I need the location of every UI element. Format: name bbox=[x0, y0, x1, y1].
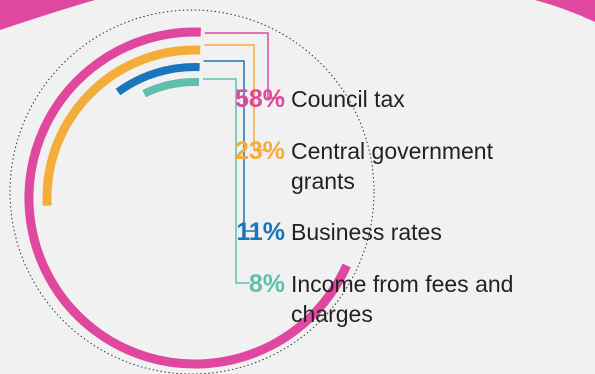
value-label: 23% bbox=[234, 137, 285, 165]
series-label: Council tax bbox=[291, 86, 405, 112]
connector-line-3 bbox=[203, 60, 258, 232]
arc-bar-1 bbox=[24, 27, 351, 369]
connector-line-1 bbox=[204, 32, 282, 99]
connector-line-4 bbox=[203, 78, 250, 284]
arc-bar-3 bbox=[115, 63, 200, 96]
legend-item-fees-charges: 8% Income from fees and charges bbox=[215, 269, 531, 329]
series-label: Income from fees and charges bbox=[291, 271, 514, 327]
value-label: 11% bbox=[236, 218, 285, 246]
top-left-accent bbox=[0, 0, 95, 30]
dotted-outline bbox=[9, 9, 375, 374]
series-label: Business rates bbox=[291, 219, 442, 245]
value-label: 8% bbox=[248, 270, 285, 298]
legend-item-central-grants: 23% Central government grants bbox=[215, 136, 531, 196]
legend-item-business-rates: 11% Business rates bbox=[215, 217, 442, 247]
connector-line-2 bbox=[204, 44, 268, 151]
value-label: 58% bbox=[234, 85, 285, 113]
arc-bar-4 bbox=[142, 78, 200, 98]
series-label: Central government grants bbox=[291, 138, 493, 194]
legend-item-council-tax: 58% Council tax bbox=[215, 84, 405, 114]
top-right-accent bbox=[535, 0, 595, 22]
arc-bar-2 bbox=[42, 45, 201, 206]
